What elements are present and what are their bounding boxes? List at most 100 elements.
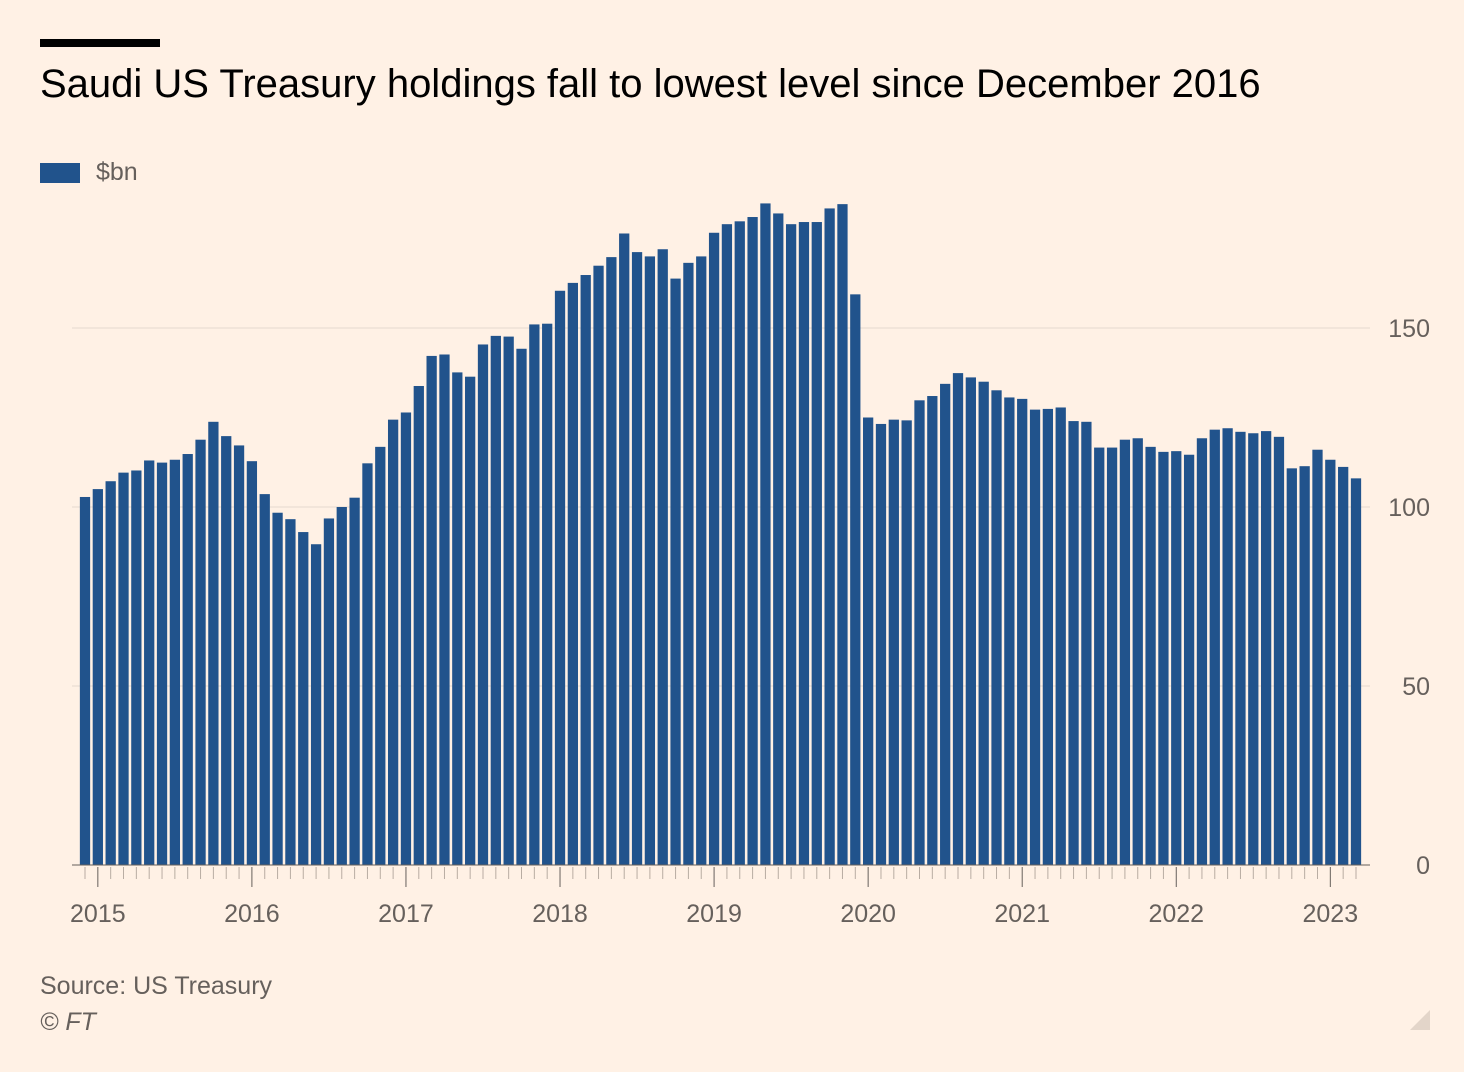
bar bbox=[914, 400, 925, 865]
bar bbox=[362, 463, 373, 865]
bar bbox=[927, 396, 938, 865]
bar bbox=[875, 423, 887, 865]
bar bbox=[567, 282, 578, 866]
resize-handle-icon[interactable] bbox=[1410, 1010, 1430, 1030]
bar bbox=[169, 459, 181, 865]
bar bbox=[208, 421, 219, 865]
bar bbox=[657, 249, 668, 866]
bar bbox=[952, 373, 964, 865]
x-tick-label: 2023 bbox=[1303, 900, 1359, 928]
bar bbox=[349, 497, 360, 865]
bar bbox=[1209, 429, 1220, 865]
bar bbox=[1042, 408, 1054, 865]
bar bbox=[426, 355, 437, 865]
bar bbox=[1029, 409, 1041, 865]
bar bbox=[554, 290, 566, 865]
bar bbox=[156, 462, 168, 865]
bar bbox=[644, 256, 656, 865]
bar bbox=[785, 224, 797, 865]
bar bbox=[708, 232, 720, 866]
bar bbox=[824, 208, 835, 866]
bar bbox=[747, 217, 758, 865]
bar bbox=[1312, 449, 1323, 865]
bar bbox=[683, 262, 694, 865]
bar bbox=[439, 354, 450, 865]
bar bbox=[477, 344, 489, 865]
bar bbox=[1055, 407, 1066, 865]
bar bbox=[773, 213, 784, 865]
x-tick-label: 2018 bbox=[532, 900, 588, 928]
bar bbox=[490, 335, 501, 866]
x-tick-label: 2021 bbox=[994, 900, 1050, 928]
chart-title: Saudi US Treasury holdings fall to lowes… bbox=[40, 62, 1261, 106]
bar bbox=[1004, 397, 1015, 865]
bar bbox=[144, 460, 155, 865]
bar bbox=[272, 512, 283, 865]
bar bbox=[978, 381, 989, 865]
bar bbox=[1145, 446, 1156, 865]
bar bbox=[734, 221, 745, 866]
bar bbox=[1222, 428, 1233, 865]
bar bbox=[1235, 431, 1246, 865]
bar bbox=[670, 278, 681, 865]
bar bbox=[336, 507, 347, 865]
bar bbox=[1094, 447, 1105, 865]
bar bbox=[593, 265, 604, 865]
bar bbox=[465, 376, 476, 865]
bar bbox=[1132, 438, 1143, 865]
bar bbox=[1171, 451, 1182, 865]
bar bbox=[888, 419, 899, 865]
bar bbox=[92, 489, 103, 865]
y-tick-label: 150 bbox=[1388, 315, 1430, 343]
bar bbox=[965, 377, 976, 865]
legend-swatch bbox=[40, 162, 80, 183]
bar bbox=[503, 336, 514, 865]
bar bbox=[542, 323, 553, 866]
bar bbox=[118, 472, 129, 865]
bar bbox=[1338, 466, 1349, 865]
bar bbox=[387, 419, 399, 865]
bar bbox=[182, 454, 193, 865]
bar bbox=[850, 294, 861, 865]
bar bbox=[310, 544, 322, 865]
bar bbox=[1158, 451, 1169, 865]
bar bbox=[619, 233, 630, 865]
bar bbox=[1248, 433, 1259, 865]
bar bbox=[323, 518, 335, 865]
bar bbox=[1325, 459, 1336, 865]
bar bbox=[400, 412, 412, 865]
bar bbox=[901, 420, 912, 865]
bar bbox=[413, 385, 424, 865]
x-tick-label: 2016 bbox=[224, 900, 280, 928]
bar bbox=[631, 252, 643, 865]
bar bbox=[246, 461, 258, 865]
y-tick-label: 50 bbox=[1402, 673, 1430, 701]
bar bbox=[760, 203, 771, 865]
bar bbox=[516, 348, 527, 865]
bar bbox=[298, 532, 309, 865]
bar bbox=[195, 439, 206, 865]
bar bbox=[79, 496, 91, 865]
bar bbox=[1081, 421, 1092, 865]
x-tick-label: 2022 bbox=[1148, 900, 1204, 928]
x-tick-label: 2019 bbox=[686, 900, 742, 928]
bar bbox=[529, 324, 540, 865]
bar bbox=[233, 445, 245, 865]
x-tick-label: 2017 bbox=[378, 900, 434, 928]
credit: © FT bbox=[40, 1008, 96, 1036]
source-note: Source: US Treasury bbox=[40, 972, 273, 1000]
bar bbox=[259, 494, 270, 865]
bar bbox=[1196, 438, 1208, 865]
bar bbox=[811, 222, 822, 866]
bar bbox=[606, 257, 617, 866]
bar bbox=[1068, 421, 1079, 865]
bar bbox=[696, 256, 707, 865]
bar bbox=[1260, 431, 1272, 865]
bar bbox=[1119, 439, 1131, 865]
bar bbox=[1299, 466, 1310, 865]
bar bbox=[221, 436, 232, 865]
bar bbox=[1350, 478, 1362, 865]
x-tick-label: 2020 bbox=[840, 900, 896, 928]
bar bbox=[1183, 454, 1195, 865]
bar bbox=[452, 372, 463, 865]
